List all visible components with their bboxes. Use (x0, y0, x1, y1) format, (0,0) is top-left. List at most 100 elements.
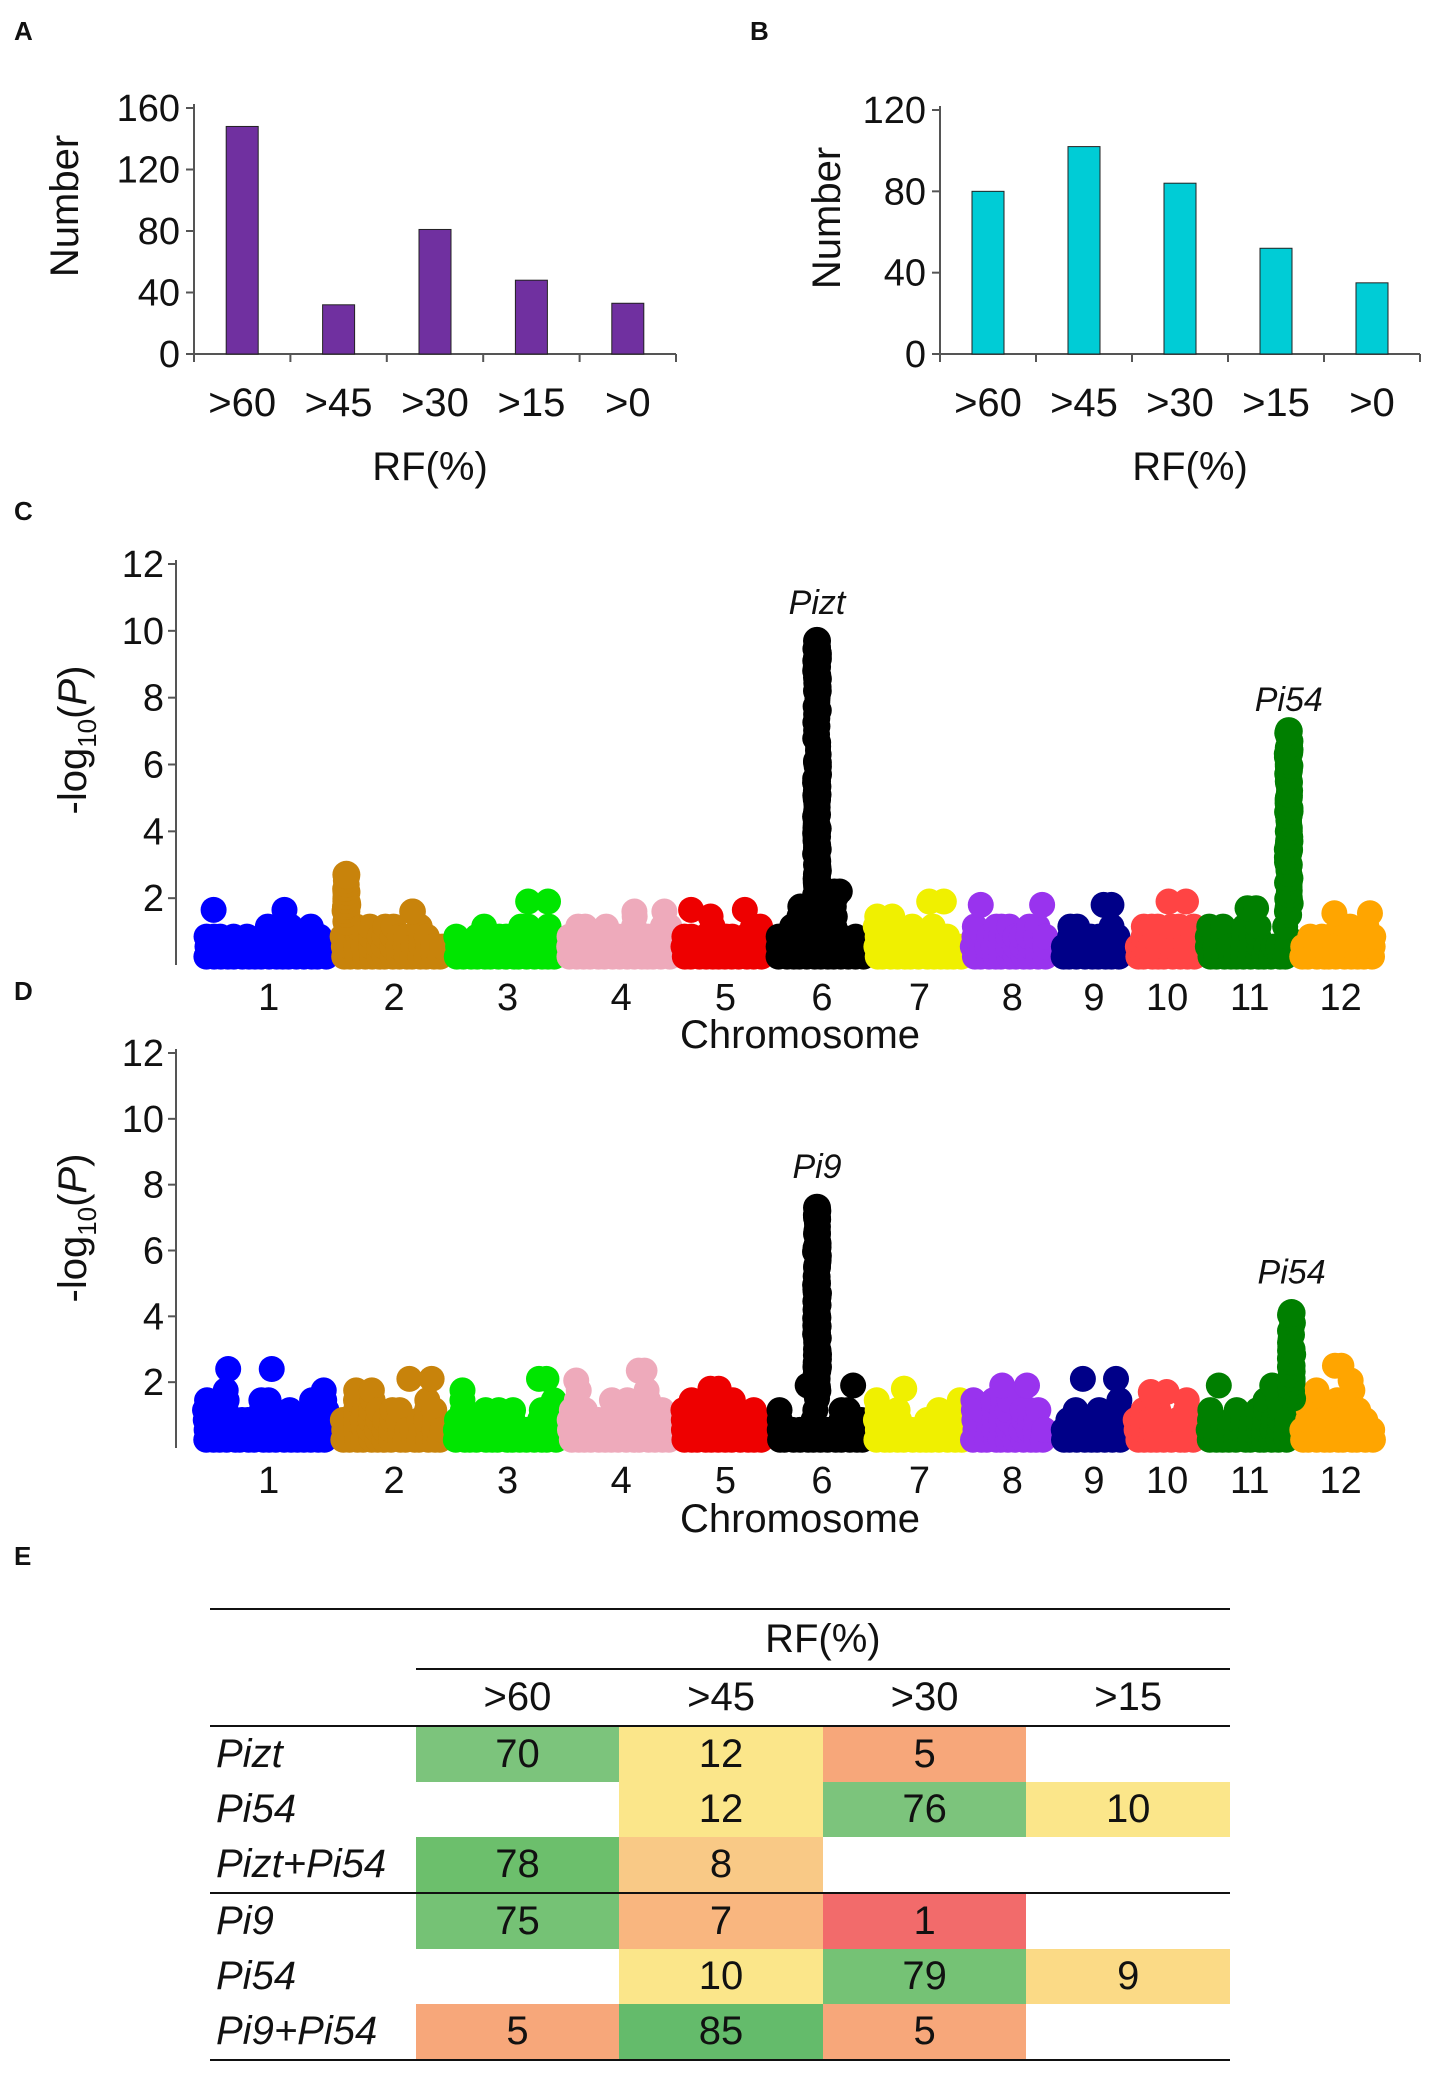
chromosome-tick-label: 3 (497, 977, 518, 1019)
snp-marker (399, 898, 426, 925)
table-cell: 75 (415, 1892, 620, 1949)
chromosome-tick-label: 3 (497, 1460, 518, 1502)
snp-marker (697, 1375, 724, 1402)
snp-marker (332, 860, 361, 889)
panel-label-b: B (750, 16, 769, 46)
snp-marker (1321, 1352, 1348, 1379)
chromosome-tick-label: 10 (1146, 1460, 1188, 1502)
y-tick-label: 8 (143, 678, 164, 720)
snp-marker (1360, 923, 1387, 950)
snp-marker (863, 1387, 890, 1414)
chart-c-xlabel: Chromosome (680, 1013, 920, 1057)
chromosome-tick-label: 11 (1230, 977, 1269, 1019)
y-tick-label: 40 (884, 253, 926, 295)
chart-d-ylabel-close: ) (51, 1154, 95, 1167)
chromosome-tick-label: 5 (715, 977, 736, 1019)
chromosome-tick-label: 4 (611, 1460, 632, 1502)
snp-marker (449, 1377, 476, 1404)
chart-d-xlabel: Chromosome (680, 1497, 920, 1541)
bar-chart-b: Number RF(%) 0 40 80 120 >60 >45 >30 >15 >0 (805, 90, 1421, 489)
chart-c-ylabel-sub: 10 (72, 719, 102, 748)
x-tick-label: >0 (605, 381, 651, 425)
bar (1067, 146, 1101, 355)
bar (225, 125, 259, 355)
y-tick-label: 10 (122, 611, 164, 653)
gene-annotation-label: Pi54 (1255, 681, 1323, 719)
snp-marker (678, 896, 705, 923)
y-tick-label: 2 (143, 878, 164, 920)
panel-label-c: C (14, 496, 33, 526)
x-tick-label: >15 (497, 381, 565, 425)
table-row: Pizt 70 12 5 (210, 1726, 1230, 1782)
table-cell: 85 (619, 2004, 823, 2061)
bar (1259, 247, 1293, 355)
snp-marker (1356, 900, 1383, 927)
y-tick-label: 120 (117, 150, 180, 192)
y-tick-label: 12 (122, 544, 164, 586)
table-cell (823, 1837, 1027, 1893)
table-cell: 76 (822, 1782, 1027, 1837)
snp-marker (803, 626, 832, 655)
table-cell (1026, 1837, 1230, 1893)
y-tick-label: 80 (138, 211, 180, 253)
bar (971, 190, 1005, 355)
chromosome-tick-label: 9 (1083, 977, 1104, 1019)
table-cell (1026, 2004, 1230, 2061)
panel-label-e: E (14, 1541, 31, 1571)
chromosome-tick-label: 1 (258, 977, 279, 1019)
snp-marker (631, 1357, 658, 1384)
table-cell: 78 (415, 1837, 620, 1893)
gene-annotation-label: Pi9 (792, 1148, 841, 1186)
snp-marker (1303, 1377, 1330, 1404)
snp-marker (989, 1372, 1016, 1399)
snp-marker (271, 896, 298, 923)
chart-b-xlabel: RF(%) (1132, 445, 1248, 489)
chromosome-tick-label: 10 (1146, 977, 1188, 1019)
x-tick-label: >60 (954, 381, 1022, 425)
table-row: Pi9+Pi54 5 85 5 (210, 2004, 1230, 2061)
gene-annotation-label: Pi54 (1258, 1253, 1326, 1291)
table-row: Pi54 12 76 10 (210, 1782, 1230, 1837)
bar-chart-a: Number RF(%) 0 40 80 120 160 >60 >45 >30 >15 >0 (43, 88, 677, 489)
y-tick-label: 160 (117, 88, 180, 130)
x-tick-label: >60 (208, 381, 276, 425)
y-tick-label: 40 (138, 273, 180, 315)
y-tick-label: 0 (905, 334, 926, 376)
y-tick-label: 4 (143, 811, 164, 853)
snp-marker (515, 888, 542, 915)
table-cell (1026, 1726, 1230, 1782)
snp-marker (535, 888, 562, 915)
chart-b-ylabel: Number (805, 147, 849, 289)
snp-marker (1243, 895, 1270, 922)
bar (611, 302, 645, 355)
chart-d-ylabel-sub: 10 (72, 1207, 102, 1236)
snp-marker (803, 1193, 832, 1222)
table-row-label: Pi54 (216, 1787, 297, 1831)
table-cell: 5 (822, 2004, 1027, 2061)
snp-marker (1359, 1416, 1386, 1443)
table-row-label: Pizt (216, 1732, 283, 1776)
resistance-frequency-table: RF(%) >60 >45 >30 >15 Pizt 70 12 5 Pi54 … (210, 1608, 1230, 2061)
snp-marker (1173, 1387, 1200, 1414)
snp-marker (890, 1375, 917, 1402)
snp-marker (884, 1397, 911, 1424)
table-corner-2 (210, 1669, 416, 1727)
snp-marker (396, 1365, 423, 1392)
table-column-header-row: >60 >45 >30 >15 (210, 1669, 1230, 1727)
y-tick-label: 0 (159, 334, 180, 376)
bar (514, 279, 548, 355)
chart-a-xlabel: RF(%) (372, 445, 488, 489)
snp-marker (1104, 923, 1131, 950)
y-tick-label: 80 (884, 171, 926, 213)
table-col-header: >60 (415, 1669, 620, 1727)
table-row: Pizt+Pi54 78 8 (210, 1837, 1230, 1893)
snp-marker (258, 1356, 285, 1382)
snp-marker (500, 1397, 527, 1424)
chart-d-ylabel: -log10(P) (51, 1154, 102, 1303)
snp-marker (386, 1397, 413, 1424)
chromosome-tick-label: 1 (258, 1460, 279, 1502)
snp-marker (1029, 891, 1056, 918)
bar (1163, 182, 1197, 355)
